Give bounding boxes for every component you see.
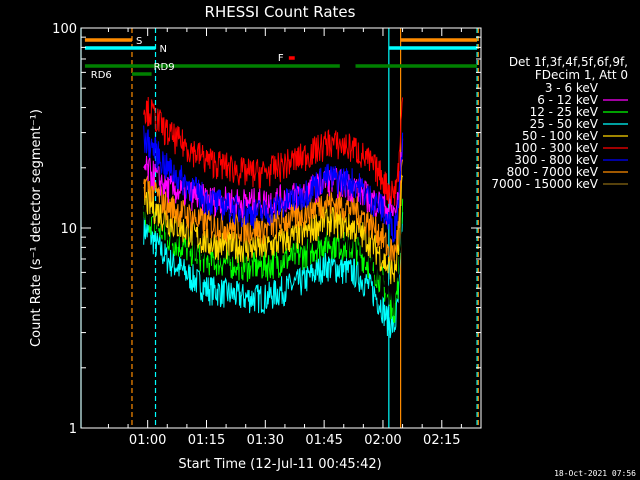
legend-label-7: 300 - 800 keV <box>514 153 598 167</box>
legend-label-1: 3 - 6 keV <box>545 81 599 95</box>
status-bars: S N F RD9 RD6 <box>84 36 478 81</box>
legend-label-9: 7000 - 15000 keV <box>491 177 598 191</box>
legend-header-line-1: Det 1f,3f,4f,5f,6f,9f, <box>509 55 628 69</box>
x-tick-label-4: 01:45 <box>305 433 342 448</box>
x-tick-label-2: 01:15 <box>188 433 225 448</box>
legend-label-6: 100 - 300 keV <box>514 141 598 155</box>
legend-label-4: 25 - 50 keV <box>530 117 599 131</box>
status-label-rd6: RD6 <box>91 70 112 81</box>
legend-label-5: 50 - 100 keV <box>522 129 599 143</box>
x-tick-label-1: 01:00 <box>129 433 166 448</box>
series-lines <box>143 96 404 339</box>
legend-label-3: 12 - 25 keV <box>530 105 599 119</box>
y-tick-label-3: 100 <box>52 22 77 37</box>
legend: Det 1f,3f,4f,5f,6f,9f, FDecim 1, Att 0 3… <box>491 55 628 191</box>
x-tick-label-6: 02:15 <box>423 433 460 448</box>
axes: 01:00 01:15 01:30 01:45 02:00 02:15 1 10 100 <box>52 22 482 448</box>
x-tick-label-3: 01:30 <box>247 433 284 448</box>
y-tick-label-2: 10 <box>60 222 77 237</box>
status-label-rd9: RD9 <box>154 62 175 73</box>
footer-timestamp: 18-Oct-2021 07:56 <box>554 469 636 478</box>
y-tick-label-1: 1 <box>69 422 77 437</box>
chart-title: RHESSI Count Rates <box>205 3 356 21</box>
series-800-7000-kev <box>143 159 404 262</box>
legend-header-line-2: FDecim 1, Att 0 <box>535 68 628 82</box>
legend-label-2: 6 - 12 keV <box>537 93 599 107</box>
y-axis-label: Count Rate (s⁻¹ detector segment⁻¹) <box>29 109 44 347</box>
series-300-800-kev <box>143 125 404 243</box>
series-3-6-kev <box>143 192 404 308</box>
x-tick-label-5: 02:00 <box>364 433 401 448</box>
status-label-s: S <box>136 36 142 47</box>
x-axis-label: Start Time (12-Jul-11 00:45:42) <box>178 457 381 472</box>
status-label-f: F <box>278 53 284 64</box>
status-label-n: N <box>160 44 167 55</box>
series-25-50-kev <box>143 212 404 339</box>
legend-label-8: 800 - 7000 keV <box>507 165 599 179</box>
series-100-300-kev <box>143 96 404 206</box>
